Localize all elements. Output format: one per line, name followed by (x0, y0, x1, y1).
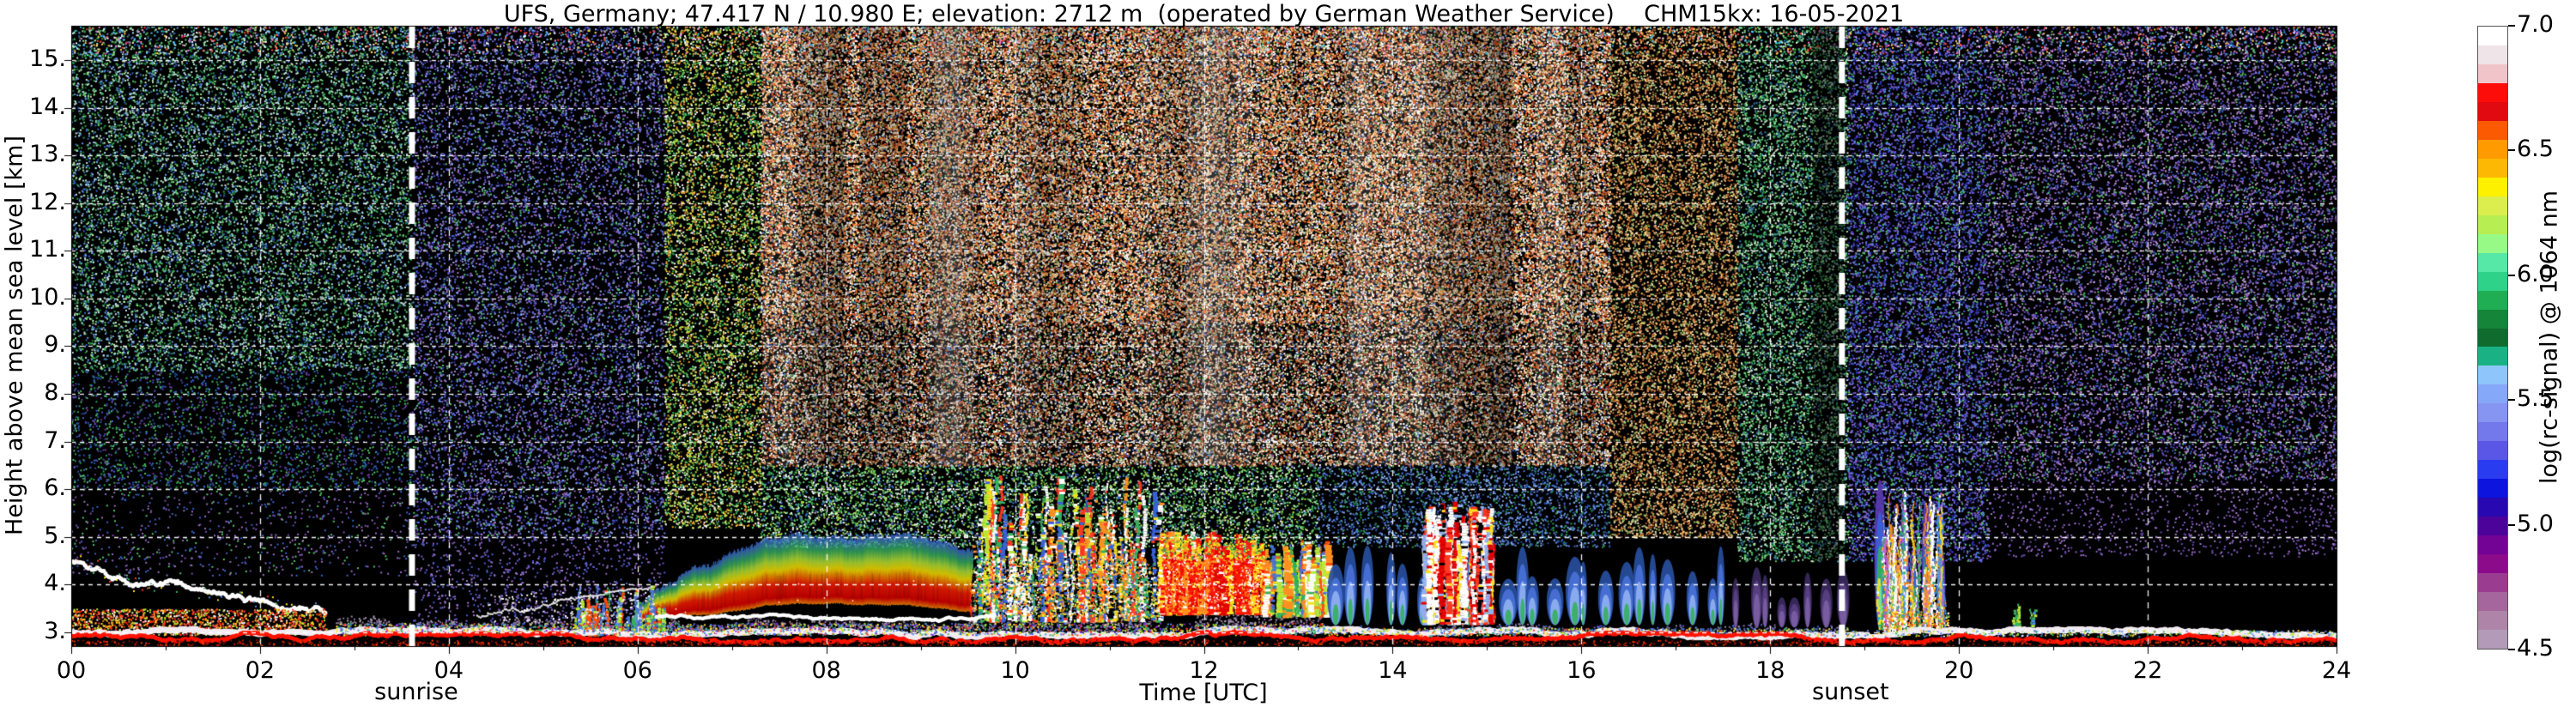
colorbar-band (2478, 290, 2507, 310)
y-tick-label: 4. (44, 570, 66, 597)
sunset-label: sunset (1812, 679, 1889, 705)
colorbar-band (2478, 27, 2507, 45)
colorbar-band (2478, 45, 2507, 64)
colorbar-band (2478, 611, 2507, 630)
colorbar-tick-mark (2508, 399, 2515, 402)
colorbar-band (2478, 479, 2507, 499)
y-tick-label: 12. (29, 188, 66, 215)
x-tick-label: 14 (1378, 657, 1408, 684)
colorbar-tick-mark (2508, 274, 2515, 276)
x-tick-label: 08 (811, 657, 841, 684)
sunrise-label: sunrise (374, 679, 458, 705)
y-tick-label: 5. (44, 522, 66, 549)
colorbar-band (2478, 271, 2507, 291)
colorbar-band (2478, 196, 2507, 215)
y-tick-label: 6. (44, 474, 66, 502)
x-axis-label: Time [UTC] (1139, 680, 1268, 706)
colorbar-band (2478, 422, 2507, 442)
colorbar-tick-mark (2508, 523, 2515, 526)
colorbar-band (2478, 592, 2507, 612)
colorbar-band (2478, 441, 2507, 461)
colorbar-band (2478, 309, 2507, 329)
colorbar-tick-label: 6.0 (2517, 260, 2554, 287)
colorbar-tick-label: 4.5 (2517, 635, 2554, 662)
y-tick-label: 13. (29, 141, 66, 168)
colorbar-tick-label: 5.5 (2517, 385, 2554, 413)
colorbar-band (2478, 573, 2507, 593)
x-tick-label: 04 (433, 657, 464, 684)
x-tick-label: 00 (56, 657, 87, 684)
x-tick-label: 16 (1567, 657, 1597, 684)
y-tick-label: 14. (29, 93, 66, 120)
colorbar-tick-label: 7.0 (2517, 11, 2554, 38)
colorbar-tick-label: 6.5 (2517, 136, 2554, 163)
x-tick-label: 24 (2321, 657, 2352, 684)
colorbar (2477, 26, 2508, 650)
colorbar-tick-mark (2508, 25, 2515, 27)
colorbar-band (2478, 517, 2507, 536)
y-tick-label: 3. (44, 617, 66, 644)
colorbar-band (2478, 120, 2507, 140)
chart-title: UFS, Germany; 47.417 N / 10.980 E; eleva… (503, 1, 1905, 27)
colorbar-band (2478, 215, 2507, 234)
y-tick-label: 9. (44, 331, 66, 359)
y-tick-label: 10. (29, 283, 66, 311)
colorbar-band (2478, 366, 2507, 385)
x-tick-label: 20 (1943, 657, 1974, 684)
colorbar-band (2478, 630, 2507, 649)
y-tick-label: 7. (44, 426, 66, 454)
x-tick-label: 02 (245, 657, 276, 684)
x-tick-label: 18 (1755, 657, 1785, 684)
colorbar-tick-label: 5.0 (2517, 510, 2554, 537)
colorbar-band (2478, 158, 2507, 178)
colorbar-tick-mark (2508, 649, 2515, 650)
colorbar-band (2478, 554, 2507, 574)
x-tick-label: 10 (1000, 657, 1030, 684)
colorbar-band (2478, 460, 2507, 480)
colorbar-band (2478, 101, 2507, 121)
colorbar-band (2478, 177, 2507, 196)
colorbar-band (2478, 384, 2507, 404)
colorbar-tick-mark (2508, 149, 2515, 152)
x-tick-label: 06 (622, 657, 652, 684)
colorbar-label: log(rc-signal) @ 1064 nm (2536, 190, 2563, 485)
x-tick-label: 22 (2132, 657, 2163, 684)
colorbar-band (2478, 535, 2507, 555)
y-tick-label: 11. (29, 236, 66, 263)
colorbar-band (2478, 498, 2507, 517)
y-tick-label: 15. (29, 45, 66, 72)
colorbar-band (2478, 63, 2507, 83)
colorbar-band (2478, 233, 2507, 253)
y-tick-label: 8. (44, 379, 66, 407)
colorbar-band (2478, 139, 2507, 159)
colorbar-band (2478, 82, 2507, 102)
colorbar-band (2478, 252, 2507, 272)
colorbar-band (2478, 328, 2507, 347)
colorbar-band (2478, 347, 2507, 366)
colorbar-band (2478, 403, 2507, 423)
x-tick-label: 12 (1189, 657, 1219, 684)
